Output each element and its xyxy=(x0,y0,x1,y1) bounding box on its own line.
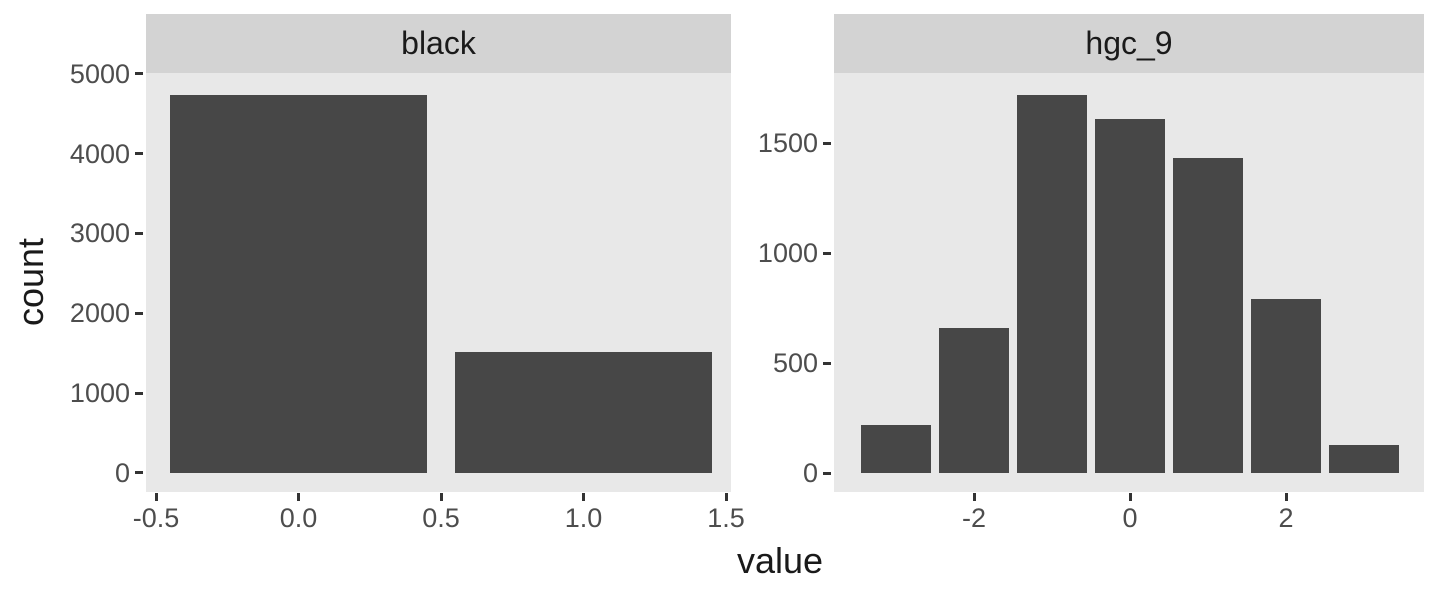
facet-strip-label: hgc_9 xyxy=(1085,25,1173,61)
x-axis-tick-label: 0.0 xyxy=(279,503,318,533)
y-axis-tick-mark xyxy=(823,361,831,365)
x-axis-tick-label: 1.0 xyxy=(564,503,603,533)
y-axis-tick-mark xyxy=(135,152,143,156)
y-axis-tick-label: 1000 xyxy=(757,238,818,268)
y-axis-tick-label: 5000 xyxy=(69,58,130,89)
x-axis-title: value xyxy=(736,540,824,581)
y-axis-tick-label: 0 xyxy=(114,457,130,488)
x-axis-tick-label: 0.5 xyxy=(422,503,460,533)
y-axis-tick-label: 3000 xyxy=(69,218,130,249)
y-axis-tick-label: 1500 xyxy=(757,128,818,158)
histogram-bar xyxy=(860,424,932,474)
x-axis-tick-mark xyxy=(439,493,443,501)
histogram-bar xyxy=(170,94,427,473)
x-axis-tick-label: 1.5 xyxy=(707,503,745,533)
x-axis-tick-mark xyxy=(1284,493,1288,501)
facet-strip-hgc-9: hgc_9 xyxy=(834,14,1424,73)
x-axis-tick-label: 2 xyxy=(1278,503,1294,533)
x-axis-tick-mark xyxy=(972,493,976,501)
facet-panel-black xyxy=(146,73,731,492)
histogram-bar xyxy=(1250,299,1322,473)
y-axis-tick-mark xyxy=(823,471,831,475)
x-axis-tick-mark xyxy=(154,493,158,501)
x-axis-tick-label: -2 xyxy=(961,503,986,533)
x-axis-tick-label: -0.5 xyxy=(132,503,180,533)
y-axis-tick-label: 1000 xyxy=(69,378,130,408)
y-axis-tick-mark xyxy=(135,72,143,76)
x-axis-tick-mark xyxy=(297,493,300,501)
y-axis-tick-mark xyxy=(823,251,831,255)
histogram-bar xyxy=(1016,94,1088,474)
histogram-bar xyxy=(938,327,1010,473)
histogram-bar xyxy=(1172,158,1244,474)
y-axis-tick-mark xyxy=(135,231,143,235)
histogram-bar xyxy=(1094,118,1166,474)
facet-strip-label: black xyxy=(401,25,476,61)
y-axis-tick-label: 0 xyxy=(802,458,818,489)
x-axis-tick-mark xyxy=(582,493,585,501)
facet-strip-black: black xyxy=(146,14,731,73)
x-axis-tick-label: 0 xyxy=(1122,503,1138,533)
x-axis-tick-mark xyxy=(1128,493,1132,501)
y-axis-tick-label: 500 xyxy=(772,348,818,378)
y-axis-tick-label: 2000 xyxy=(69,298,130,329)
y-axis-tick-mark xyxy=(135,391,143,395)
y-axis-tick-mark xyxy=(135,311,143,315)
facet-panel-hgc-9 xyxy=(834,73,1424,492)
y-axis-tick-label: 4000 xyxy=(69,138,130,169)
histogram-bar xyxy=(455,352,712,473)
facet-hgc-9: hgc_9 0 500 1000 1500 -2 0 2 xyxy=(758,0,1424,600)
y-axis-tick-mark xyxy=(823,141,831,145)
x-axis-tick-mark xyxy=(724,493,728,501)
histogram-bar xyxy=(1328,444,1400,474)
y-axis-tick-mark xyxy=(135,471,143,475)
facet-black: black 0 1000 2000 3000 4000 5000 -0.5 0.0 0.5 1.0… xyxy=(70,0,745,600)
